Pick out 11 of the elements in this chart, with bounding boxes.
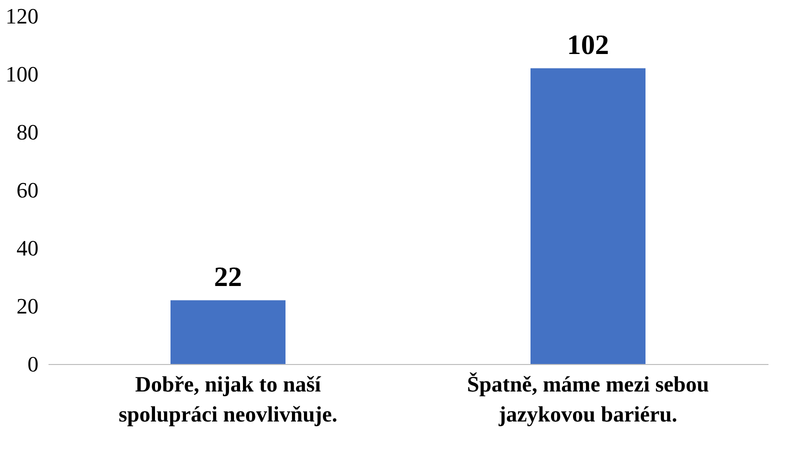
y-tick-label: 40 — [16, 236, 38, 260]
y-tick-label: 0 — [28, 352, 38, 376]
y-tick-label: 20 — [16, 294, 38, 318]
y-tick-label: 80 — [16, 120, 38, 144]
data-label: 22 — [214, 262, 242, 294]
x-tick-label: Dobře, nijak to naší spolupráci neovlivňuje. — [118, 372, 338, 426]
y-tick-label: 100 — [6, 62, 38, 86]
y-tick-label: 120 — [6, 4, 38, 28]
data-label: 102 — [567, 30, 609, 62]
x-tick-label: Špatně, máme mezi sebou jazykovou bariéru. — [467, 372, 709, 426]
y-tick-label: 60 — [16, 178, 38, 202]
